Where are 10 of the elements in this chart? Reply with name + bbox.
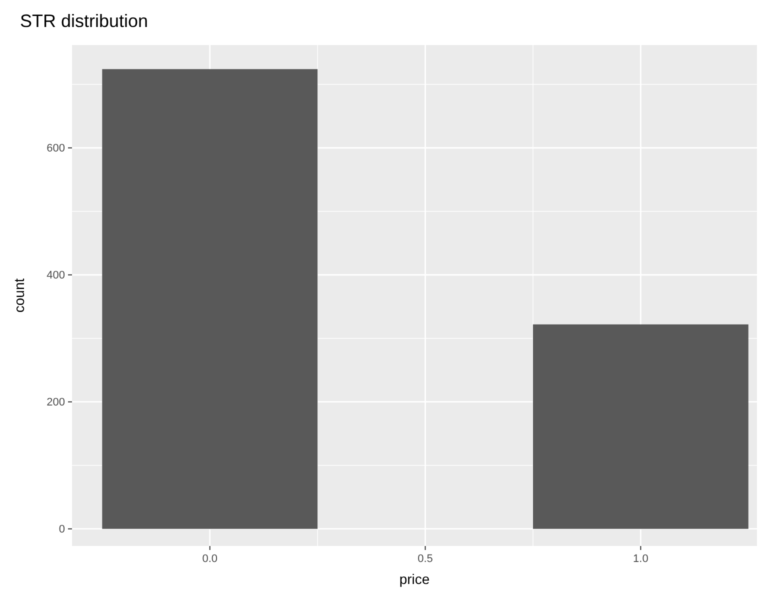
x-axis-title: price [399,571,430,587]
y-tick-label: 0 [58,524,65,536]
y-tick-label: 400 [46,270,65,282]
chart-title: STR distribution [20,11,148,31]
y-tick-label: 600 [46,142,65,155]
x-tick-label: 0.0 [202,553,218,565]
y-axis-title: count [11,278,27,313]
x-tick-label: 0.5 [418,553,433,565]
x-tick-label: 1.0 [633,553,648,565]
y-tick-label: 200 [46,396,65,409]
